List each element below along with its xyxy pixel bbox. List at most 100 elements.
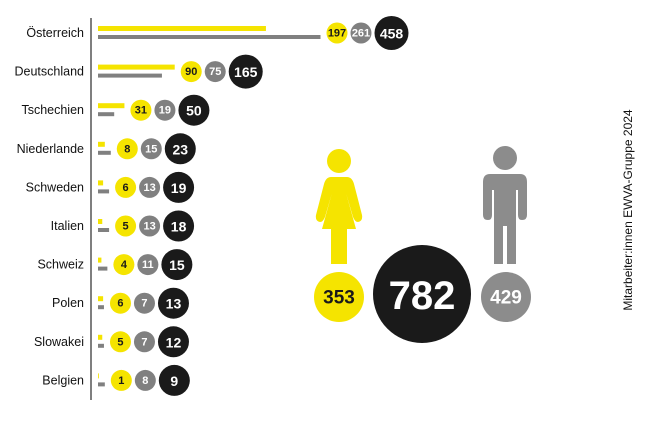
value-men: 7 <box>133 292 155 314</box>
svg-text:15: 15 <box>145 143 157 155</box>
svg-text:19: 19 <box>159 105 171 117</box>
value-total: 12 <box>157 326 189 358</box>
svg-text:5: 5 <box>123 221 129 233</box>
bar-men <box>98 266 108 271</box>
svg-text:4: 4 <box>121 259 128 271</box>
bar-women <box>98 296 104 302</box>
value-women: 8 <box>116 138 138 160</box>
svg-text:165: 165 <box>234 64 258 80</box>
country-label: Österreich <box>26 26 84 40</box>
svg-text:261: 261 <box>352 28 370 40</box>
country-label: Schweden <box>26 180 84 194</box>
bar-women <box>98 64 175 70</box>
svg-text:18: 18 <box>171 219 187 235</box>
svg-text:7: 7 <box>141 336 147 348</box>
bar-women <box>98 180 104 186</box>
svg-text:782: 782 <box>389 274 456 318</box>
svg-text:12: 12 <box>166 334 182 350</box>
value-women: 6 <box>115 176 137 198</box>
value-men: 13 <box>139 176 161 198</box>
value-total: 18 <box>163 210 195 242</box>
svg-text:15: 15 <box>169 257 185 273</box>
svg-text:75: 75 <box>209 66 221 78</box>
svg-text:11: 11 <box>142 259 154 271</box>
country-label: Niederlande <box>17 142 84 156</box>
bar-men <box>98 112 115 117</box>
value-total: 458 <box>374 16 409 50</box>
svg-text:50: 50 <box>186 103 202 119</box>
country-label: Deutschland <box>15 65 85 79</box>
value-total: 13 <box>157 287 189 319</box>
value-women: 5 <box>109 331 131 353</box>
value-total: 9 <box>158 364 190 396</box>
svg-text:429: 429 <box>490 288 522 309</box>
bar-men <box>98 228 110 232</box>
value-men: 261 <box>350 22 372 44</box>
svg-text:13: 13 <box>143 221 155 233</box>
svg-text:458: 458 <box>380 26 404 42</box>
value-total: 19 <box>163 171 195 203</box>
value-men: 8 <box>134 369 156 391</box>
svg-text:8: 8 <box>124 143 130 155</box>
svg-text:6: 6 <box>123 182 129 194</box>
value-men: 19 <box>154 99 176 121</box>
value-men: 11 <box>137 254 159 276</box>
svg-text:6: 6 <box>117 298 123 310</box>
country-label: Italien <box>51 219 84 233</box>
total-all: 782 <box>373 245 471 343</box>
bar-women <box>98 257 102 263</box>
bar-men <box>98 35 321 39</box>
bar-women <box>98 373 99 379</box>
value-women: 1 <box>110 369 132 391</box>
value-total: 15 <box>161 249 193 281</box>
value-men: 75 <box>204 61 226 83</box>
bar-men <box>98 343 104 348</box>
svg-text:5: 5 <box>117 336 123 348</box>
value-men: 15 <box>140 138 162 160</box>
bar-women <box>98 219 103 224</box>
svg-text:90: 90 <box>185 66 197 78</box>
total-men: 429 <box>481 272 531 322</box>
value-women: 90 <box>180 61 202 83</box>
value-women: 4 <box>113 254 135 276</box>
male-figure-icon <box>483 146 527 264</box>
svg-text:19: 19 <box>171 180 187 196</box>
side-label: Mitarbeiter:innen EWVA-Gruppe 2024 <box>621 109 635 311</box>
value-women: 31 <box>130 99 152 121</box>
female-figure-icon <box>315 149 363 264</box>
bar-men <box>98 189 110 194</box>
bar-men <box>98 382 105 387</box>
country-label: Polen <box>52 296 84 310</box>
country-label: Schweiz <box>37 258 84 272</box>
svg-text:31: 31 <box>135 105 147 117</box>
svg-text:9: 9 <box>170 373 178 389</box>
value-men: 7 <box>133 331 155 353</box>
value-total: 23 <box>164 133 196 165</box>
svg-text:197: 197 <box>328 28 346 40</box>
svg-text:13: 13 <box>166 296 182 312</box>
country-label: Slowakei <box>34 335 84 349</box>
bar-men <box>98 150 111 155</box>
value-men: 13 <box>139 215 161 237</box>
svg-text:1: 1 <box>118 375 124 387</box>
bar-women <box>98 334 103 340</box>
svg-text:353: 353 <box>323 288 355 309</box>
svg-text:8: 8 <box>142 375 148 387</box>
value-total: 165 <box>228 54 263 89</box>
country-label: Tschechien <box>21 103 84 117</box>
bar-men <box>98 305 104 310</box>
svg-text:13: 13 <box>143 182 155 194</box>
value-women: 5 <box>115 215 137 237</box>
bar-women <box>98 26 266 31</box>
total-women: 353 <box>314 272 364 322</box>
value-women: 197 <box>326 22 348 44</box>
svg-text:23: 23 <box>172 141 188 157</box>
country-label: Belgien <box>42 373 84 387</box>
bar-men <box>98 73 162 78</box>
bar-women <box>98 141 105 147</box>
value-women: 6 <box>109 292 131 314</box>
svg-text:7: 7 <box>141 298 147 310</box>
bar-women <box>98 103 125 109</box>
